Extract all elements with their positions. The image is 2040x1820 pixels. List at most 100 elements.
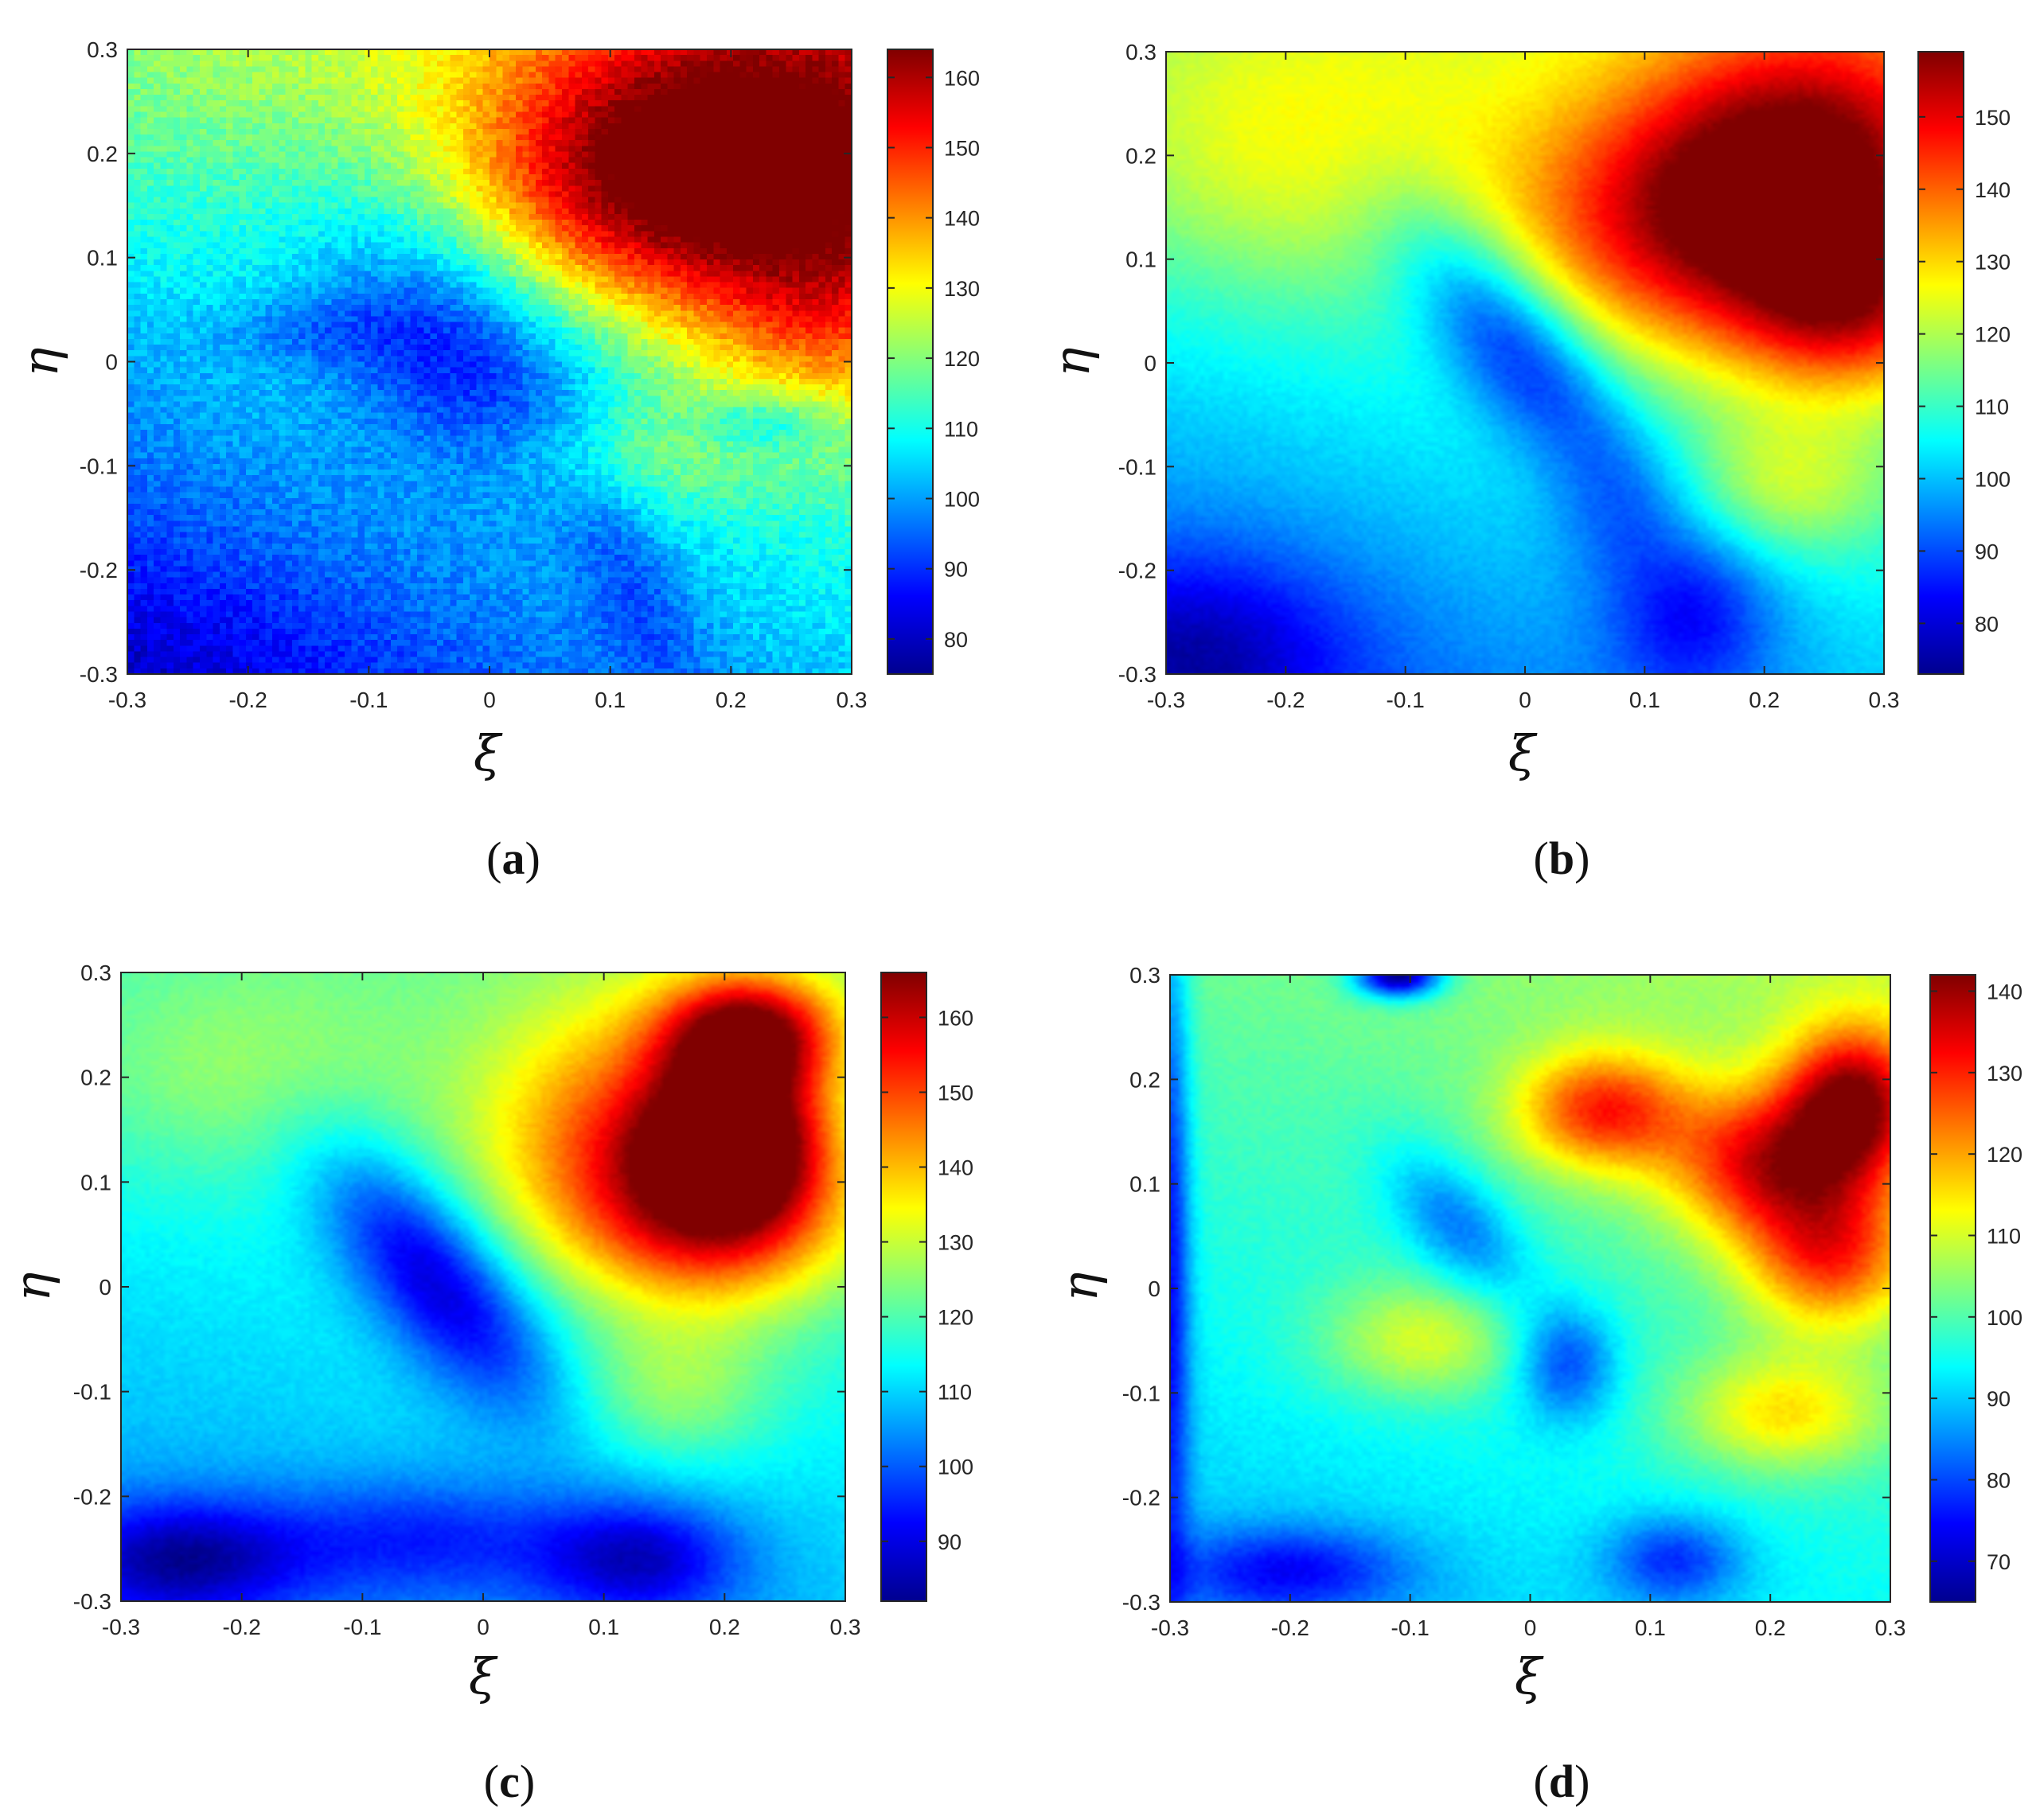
x-tick-label: 0.1 bbox=[588, 1615, 619, 1639]
colorbar-tick-label: 140 bbox=[1987, 980, 2022, 1004]
panel-label: (c) bbox=[484, 1756, 535, 1807]
x-tick-label: 0.2 bbox=[709, 1615, 740, 1639]
x-tick-label: -0.1 bbox=[1387, 688, 1425, 712]
y-axis-label: η bbox=[1043, 347, 1101, 376]
panel-a: -0.3 -0.2 -0.1 0 0.1 0.2 0.3 -0.3 -0.2 -0.1 0 0.1 0.… bbox=[11, 37, 980, 884]
x-tick-label: -0.2 bbox=[1271, 1615, 1309, 1640]
y-tick-label: 0.3 bbox=[1125, 40, 1157, 64]
colorbar-tick-label: 90 bbox=[944, 558, 968, 582]
colorbar-tick-label: 140 bbox=[938, 1156, 973, 1180]
colorbar-tick-label: 120 bbox=[1975, 323, 2011, 347]
colorbar-tick-label: 100 bbox=[1987, 1306, 2022, 1330]
y-tick-label: 0.2 bbox=[87, 142, 118, 166]
y-axis-label: η bbox=[1051, 1272, 1109, 1301]
y-tick-label: 0 bbox=[99, 1275, 111, 1300]
x-axis-label: ξ bbox=[469, 1647, 498, 1705]
x-tick-label: 0.3 bbox=[1869, 688, 1900, 712]
x-tick-label: -0.1 bbox=[349, 688, 388, 712]
y-tick-label: 0.2 bbox=[1125, 143, 1157, 168]
x-tick-label: 0 bbox=[477, 1615, 490, 1639]
y-tick-label: -0.3 bbox=[1122, 1590, 1160, 1615]
x-tick-label: -0.3 bbox=[108, 688, 146, 712]
panel-label: (b) bbox=[1534, 832, 1590, 884]
panels-container: -0.3 -0.2 -0.1 0 0.1 0.2 0.3 -0.3 -0.2 -0.1 0 0.1 0.… bbox=[3, 37, 2022, 1807]
heatmap-image bbox=[127, 49, 852, 674]
colorbar-tick-label: 110 bbox=[938, 1381, 972, 1405]
y-tick-label: 0.3 bbox=[1129, 963, 1160, 988]
colorbar-tick-label: 140 bbox=[1975, 178, 2011, 202]
x-tick-label: -0.1 bbox=[1391, 1615, 1430, 1640]
colorbar-tick-label: 80 bbox=[1975, 612, 1999, 636]
x-axis-label: ξ bbox=[474, 724, 503, 782]
y-tick-label: -0.1 bbox=[73, 1380, 111, 1405]
colorbar-tick-label: 90 bbox=[938, 1530, 961, 1554]
colorbar-tick-label: 140 bbox=[944, 207, 980, 231]
x-tick-label: 0.3 bbox=[837, 688, 868, 712]
y-tick-label: 0 bbox=[105, 350, 118, 375]
colorbar-tick-label: 110 bbox=[1987, 1224, 2021, 1248]
panel-d: -0.3 -0.2 -0.1 0 0.1 0.2 0.3 -0.3 -0.2 -0.1 0 0.1 0.… bbox=[1051, 963, 2022, 1807]
panel-b: -0.3 -0.2 -0.1 0 0.1 0.2 0.3 -0.3 -0.2 -0.1 0 0.1 0.… bbox=[1043, 40, 2011, 884]
y-axis-label: η bbox=[3, 1272, 61, 1301]
x-tick-label: 0 bbox=[1524, 1615, 1537, 1640]
y-tick-label: -0.1 bbox=[1118, 454, 1157, 479]
x-tick-label: 0.1 bbox=[595, 688, 626, 712]
colorbar-tick-label: 80 bbox=[1987, 1468, 2011, 1492]
colorbar-tick-label: 70 bbox=[1987, 1550, 2011, 1574]
x-tick-label: -0.1 bbox=[343, 1615, 381, 1639]
colorbar bbox=[1917, 51, 1964, 675]
colorbar-tick-label: 130 bbox=[1987, 1062, 2022, 1085]
y-tick-label: -0.2 bbox=[1118, 559, 1157, 583]
x-tick-label: 0.3 bbox=[1875, 1615, 1906, 1640]
heatmap-image bbox=[1170, 975, 1890, 1602]
y-tick-label: -0.1 bbox=[1122, 1381, 1160, 1405]
x-tick-label: -0.3 bbox=[102, 1615, 140, 1639]
y-tick-label: 0 bbox=[1144, 351, 1157, 376]
colorbar-tick-label: 100 bbox=[938, 1456, 973, 1479]
x-tick-label: 0.1 bbox=[1629, 688, 1660, 712]
y-tick-label: 0.2 bbox=[1129, 1067, 1160, 1092]
x-tick-label: -0.3 bbox=[1151, 1615, 1189, 1640]
colorbar-tick-label: 130 bbox=[1975, 251, 2011, 275]
x-tick-label: 0 bbox=[483, 688, 496, 712]
colorbar-tick-label: 100 bbox=[1975, 467, 2011, 491]
panel-label: (d) bbox=[1534, 1756, 1590, 1807]
y-tick-label: -0.1 bbox=[80, 454, 118, 478]
colorbar-tick-label: 120 bbox=[944, 347, 980, 371]
colorbar-tick-label: 160 bbox=[944, 66, 980, 90]
y-tick-label: -0.2 bbox=[1122, 1486, 1160, 1510]
colorbar-tick-label: 100 bbox=[944, 487, 980, 511]
x-tick-label: 0.2 bbox=[716, 688, 747, 712]
y-tick-label: -0.3 bbox=[1118, 662, 1157, 687]
colorbar-tick-label: 90 bbox=[1987, 1387, 2011, 1411]
colorbar-tick-label: 120 bbox=[1987, 1143, 2022, 1167]
heatmap-image bbox=[1166, 52, 1884, 674]
y-tick-label: -0.3 bbox=[80, 662, 118, 687]
colorbar bbox=[887, 49, 934, 675]
colorbar-tick-label: 130 bbox=[938, 1231, 973, 1255]
colorbar-tick-label: 160 bbox=[938, 1006, 973, 1030]
x-tick-label: 0.3 bbox=[830, 1615, 861, 1639]
y-tick-label: -0.2 bbox=[80, 558, 118, 583]
x-tick-label: -0.2 bbox=[223, 1615, 261, 1639]
x-tick-label: -0.2 bbox=[229, 688, 267, 712]
y-tick-label: -0.3 bbox=[73, 1589, 111, 1614]
y-tick-label: 0 bbox=[1148, 1276, 1160, 1301]
colorbar-tick-label: 120 bbox=[938, 1306, 973, 1330]
colorbar bbox=[1929, 974, 1976, 1603]
y-axis-label: η bbox=[11, 347, 69, 376]
colorbar-tick-label: 110 bbox=[944, 417, 978, 441]
heatmap-image bbox=[121, 972, 845, 1601]
y-tick-label: 0.1 bbox=[87, 246, 118, 271]
x-tick-label: -0.3 bbox=[1147, 688, 1185, 712]
y-tick-label: 0.3 bbox=[80, 961, 111, 985]
colorbar-tick-label: 150 bbox=[944, 136, 980, 160]
x-tick-label: -0.2 bbox=[1266, 688, 1305, 712]
panel-c: -0.3 -0.2 -0.1 0 0.1 0.2 0.3 -0.3 -0.2 -0.1 0 0.1 0.… bbox=[3, 961, 973, 1807]
colorbar-tick-label: 150 bbox=[938, 1081, 973, 1105]
panel-label: (a) bbox=[486, 832, 540, 884]
colorbar-tick-label: 130 bbox=[944, 277, 980, 301]
colorbar bbox=[880, 972, 927, 1602]
colorbar-tick-label: 150 bbox=[1975, 106, 2011, 130]
